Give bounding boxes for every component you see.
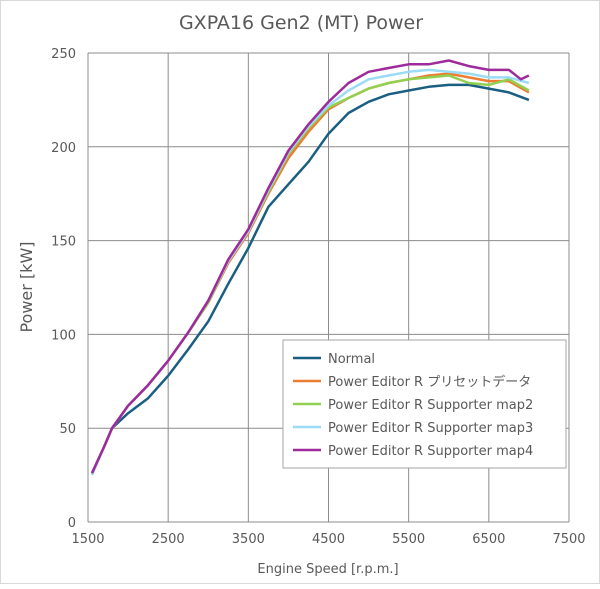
series-line-0 [90,83,530,474]
x-axis-label: Engine Speed [r.p.m.] [257,562,398,577]
x-tick-label: 2500 [152,532,185,547]
x-tick-label: 3500 [232,532,265,547]
legend-label: Power Editor R プリセットデータ [328,374,531,390]
y-tick-label: 100 [51,328,76,343]
x-tick-label: 1500 [71,532,104,547]
y-tick-label: 200 [51,141,76,156]
legend: Normal Power Editor R プリセットデータ Power Edito… [282,339,567,469]
legend-box [282,339,567,469]
y-tick-label: 0 [68,516,76,531]
y-tick-label: 250 [51,47,76,62]
chart-title: GXPA16 Gen2 (MT) Power [179,12,423,34]
y-tick-label: 50 [59,422,76,437]
x-tick-label: 4500 [312,532,345,547]
x-tick-label: 5500 [392,532,425,547]
legend-label: Power Editor R Supporter map3 [328,421,533,436]
legend-label: Power Editor R Supporter map2 [328,398,533,413]
x-tick-label: 6500 [472,532,505,547]
y-axis-label: Power [kW] [17,241,36,332]
series-line-4 [90,59,530,474]
legend-label: Normal [328,352,375,367]
x-tick-label: 7500 [552,532,585,547]
legend-label: Power Editor R Supporter map4 [328,444,533,459]
y-tick-label: 150 [51,235,76,250]
